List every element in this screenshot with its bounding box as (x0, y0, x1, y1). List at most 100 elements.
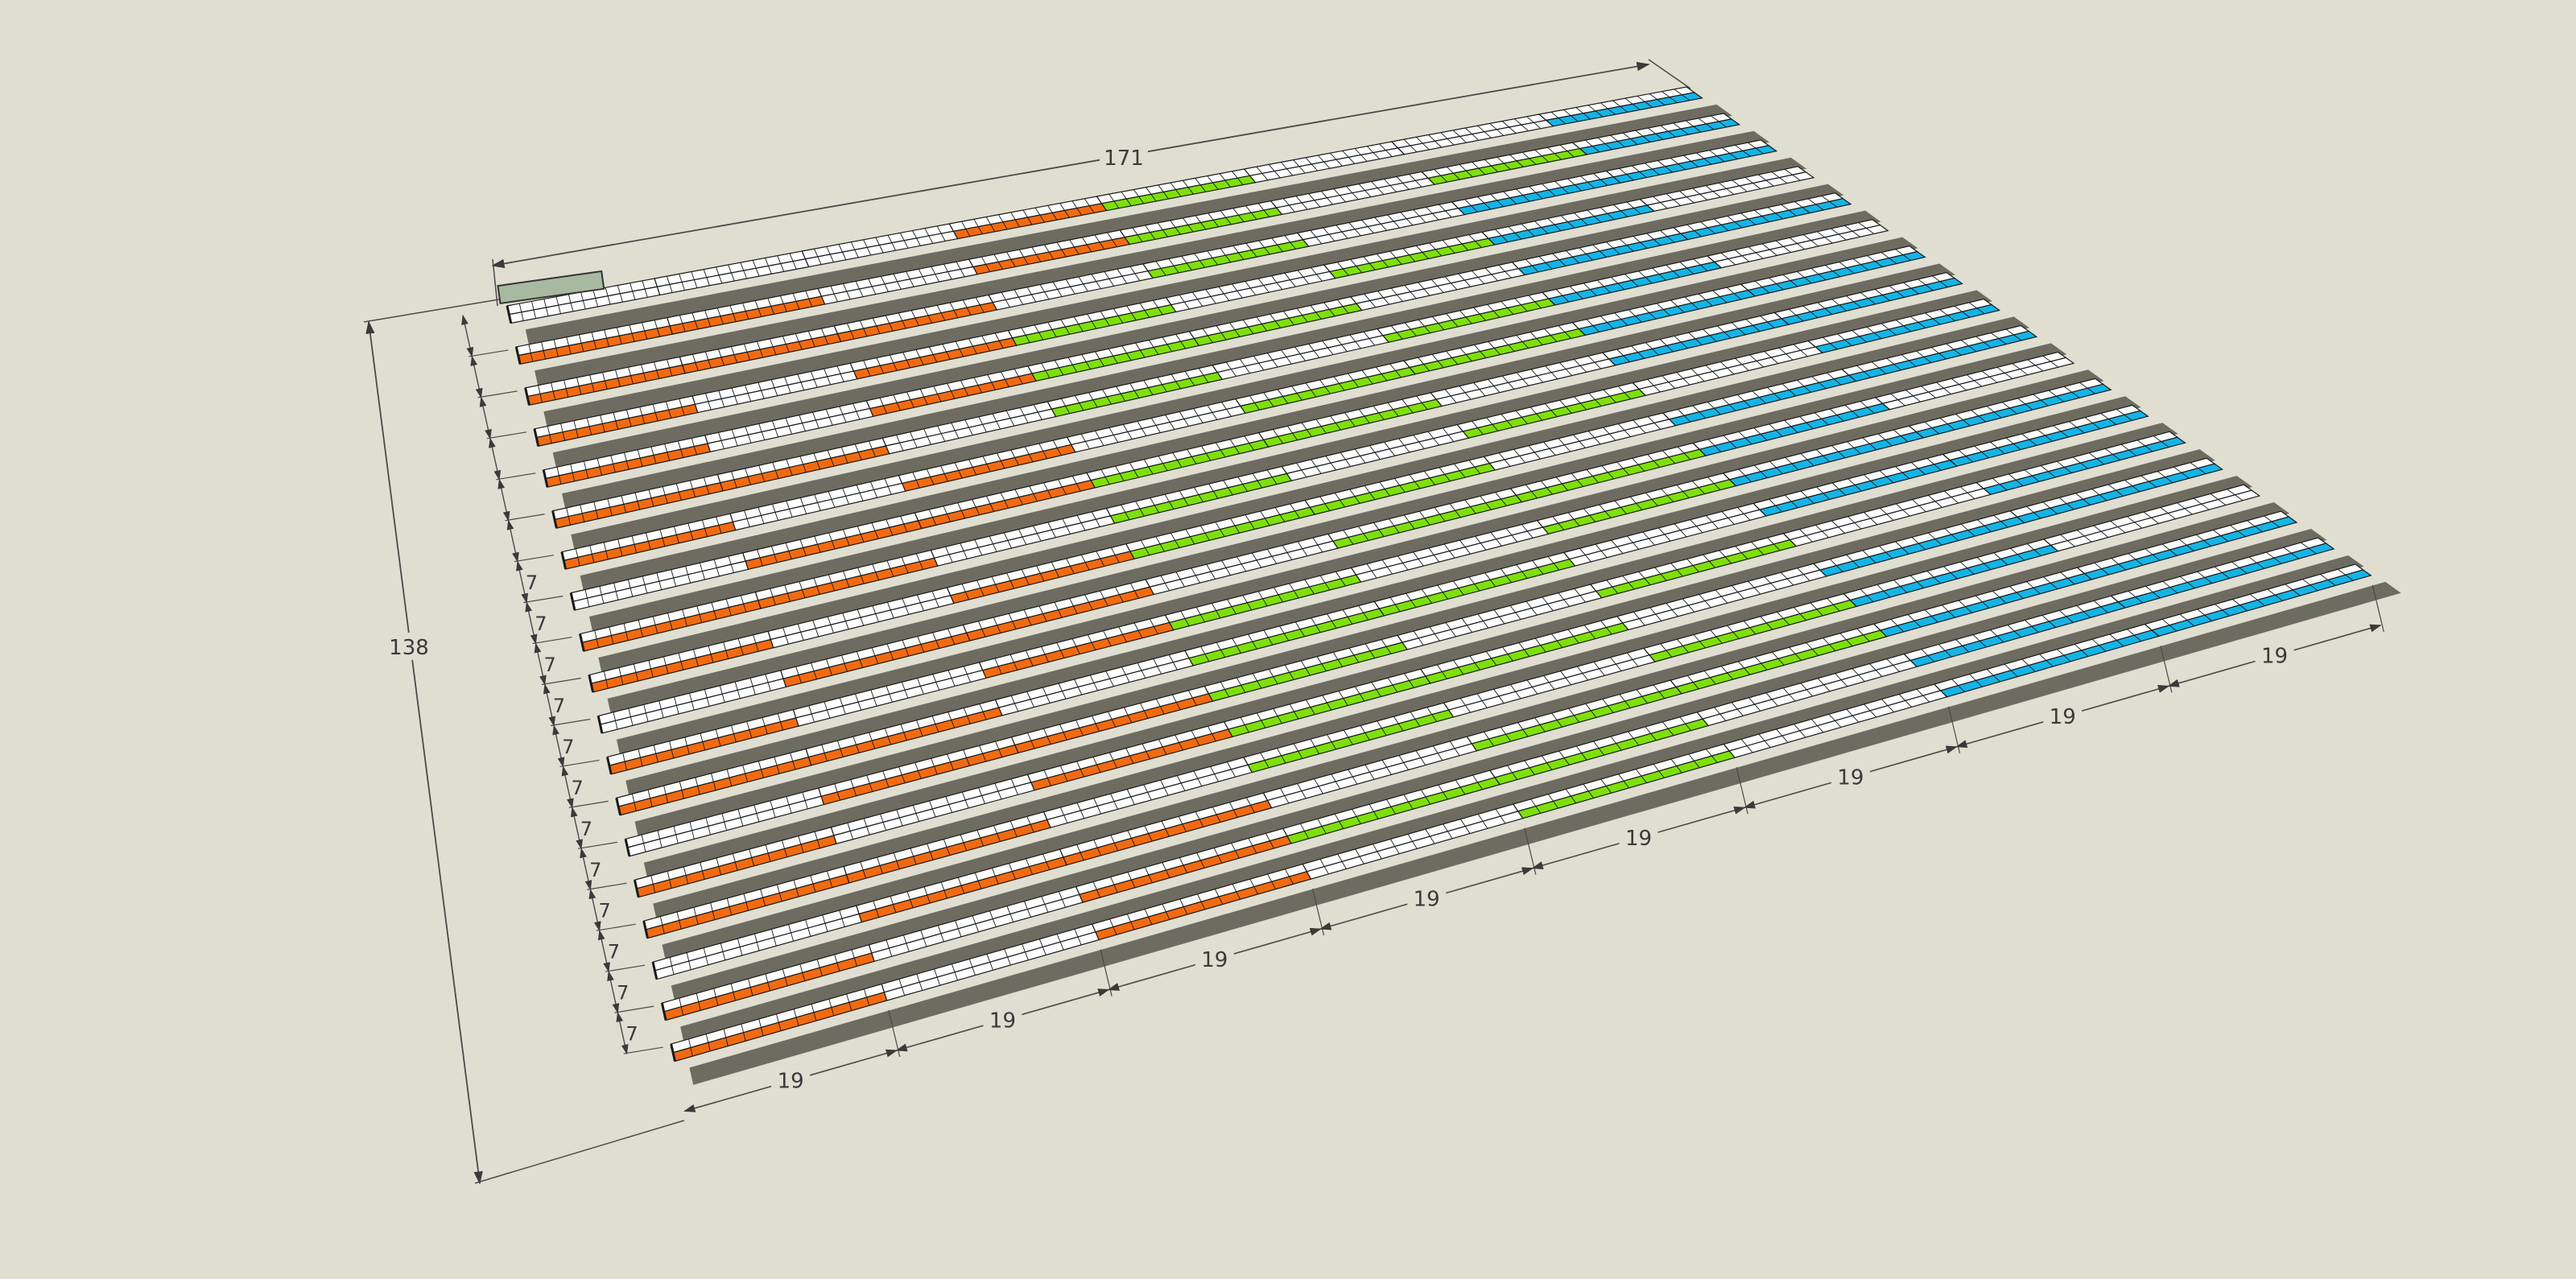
row-pitch-label: 7 (526, 571, 538, 594)
row-pitch-label: 7 (571, 777, 583, 799)
extension-line (623, 1046, 663, 1054)
row-segment (1563, 502, 1768, 567)
extension-line (363, 299, 500, 323)
planting-row (624, 431, 2186, 857)
planting-row (633, 457, 2223, 898)
row-pitch-dimension-line (588, 889, 601, 932)
row-pitch-dimension-line (506, 519, 519, 563)
overall-length-dimension-line (491, 61, 1650, 269)
row-segment (1975, 431, 2186, 496)
segment-length-dimensions: 19 19 19 19 19 19 19 19 (683, 584, 2384, 1112)
row-segment (1443, 647, 1656, 718)
segment-length-label: 19 (1625, 827, 1652, 851)
row-pitch-dimension-line (580, 848, 592, 891)
row-segment (1632, 340, 1824, 396)
row-segment (2144, 563, 2372, 637)
row-segment (1304, 456, 1496, 515)
segment-length-label: 19 (1201, 948, 1228, 972)
row-segment (1696, 653, 1918, 727)
planting-row (588, 324, 2038, 693)
extension-line (523, 596, 564, 604)
dimension-annotations: 171 138 7 7 7 7 7 7 7 7 7 7 7 7 19 19 19 19 19 19 19 19 (363, 59, 2384, 1185)
row-segment (1105, 465, 1293, 524)
row-pitch-dimension-line (525, 601, 538, 645)
row-segment (930, 507, 1116, 567)
extension-line (505, 514, 545, 522)
row-pitch-label: 7 (553, 695, 565, 717)
row-pitch-dimension-line (552, 724, 565, 768)
row-segment (856, 848, 1067, 923)
segment-length-label: 19 (1414, 887, 1440, 911)
row-segment (1281, 423, 1470, 481)
extension-line (474, 1120, 685, 1184)
row-segment (1203, 634, 1409, 702)
extension-line (559, 759, 600, 768)
row-pitch-label: 7 (589, 859, 601, 881)
planting-row (569, 271, 1963, 611)
row-pitch-dimension-line (516, 560, 529, 604)
row-pitch-dimension-line (489, 437, 502, 481)
row-pitch-label: 7 (617, 982, 629, 1005)
extension-line (587, 882, 627, 890)
planting-row (579, 298, 2001, 652)
extension-line (551, 718, 591, 727)
row-pitch-dimension-line (543, 683, 556, 727)
segment-length-label: 19 (989, 1009, 1016, 1033)
extension-line (477, 390, 518, 398)
overall-length-label: 171 (1104, 146, 1144, 171)
planting-row (670, 563, 2372, 1062)
row-segment (1843, 538, 2059, 608)
row-pitch-label: 7 (535, 613, 547, 635)
row-segment (780, 624, 971, 688)
planting-row (642, 484, 2261, 939)
extension-line (532, 636, 572, 645)
row-segment (1466, 679, 1683, 752)
row-segment (1541, 255, 1723, 306)
row-segment (1234, 360, 1417, 414)
row-pitch-dimension-line (470, 355, 483, 399)
extension-line (568, 800, 609, 808)
row-segment (1706, 219, 1889, 269)
extension-line (614, 1005, 654, 1013)
extension-line (596, 923, 636, 931)
row-pitch-dimension-line (570, 807, 583, 850)
row-segment (1430, 352, 1616, 407)
row-segment (2076, 510, 2298, 580)
segment-length-label: 19 (778, 1070, 804, 1094)
extension-line (541, 677, 581, 686)
row-segment (1257, 392, 1443, 448)
row-segment (2042, 484, 2261, 552)
extension-line (469, 349, 509, 357)
row-segment (1282, 769, 1501, 844)
row-pitch-dimension-line (461, 314, 474, 358)
extension-line (496, 472, 536, 481)
extension-line (605, 964, 646, 972)
row-segment (1672, 192, 1852, 241)
row-pitch-dimension-line (534, 642, 547, 686)
row-segment (1840, 324, 2038, 382)
extension-line (492, 258, 498, 307)
row-segment (1942, 404, 2149, 467)
row-segment (1026, 331, 1200, 382)
row-pitch-label: 7 (598, 900, 610, 922)
extension-line (2372, 584, 2384, 633)
row-segment (1262, 736, 1478, 809)
planting-row (660, 537, 2335, 1021)
row-pitch-dimension-line (497, 478, 510, 522)
marker-block (497, 270, 605, 305)
row-segment (1188, 296, 1363, 347)
row-pitch-label: 7 (562, 736, 574, 758)
planting-row (615, 404, 2149, 816)
segment-length-label: 19 (2050, 705, 2076, 729)
row-pitch-dimension-line (616, 1011, 629, 1055)
planting-row (606, 378, 2112, 775)
row-pitch-dimensions: 7 7 7 7 7 7 7 7 7 7 7 7 (461, 314, 663, 1055)
row-pitch-label: 7 (544, 654, 556, 676)
row-segment (704, 400, 874, 452)
planting-row (551, 219, 1889, 529)
row-pitch-dimension-line (597, 929, 610, 973)
segment-length-label: 19 (1837, 766, 1864, 790)
row-segment (1874, 351, 2075, 411)
extension-line (486, 431, 527, 439)
